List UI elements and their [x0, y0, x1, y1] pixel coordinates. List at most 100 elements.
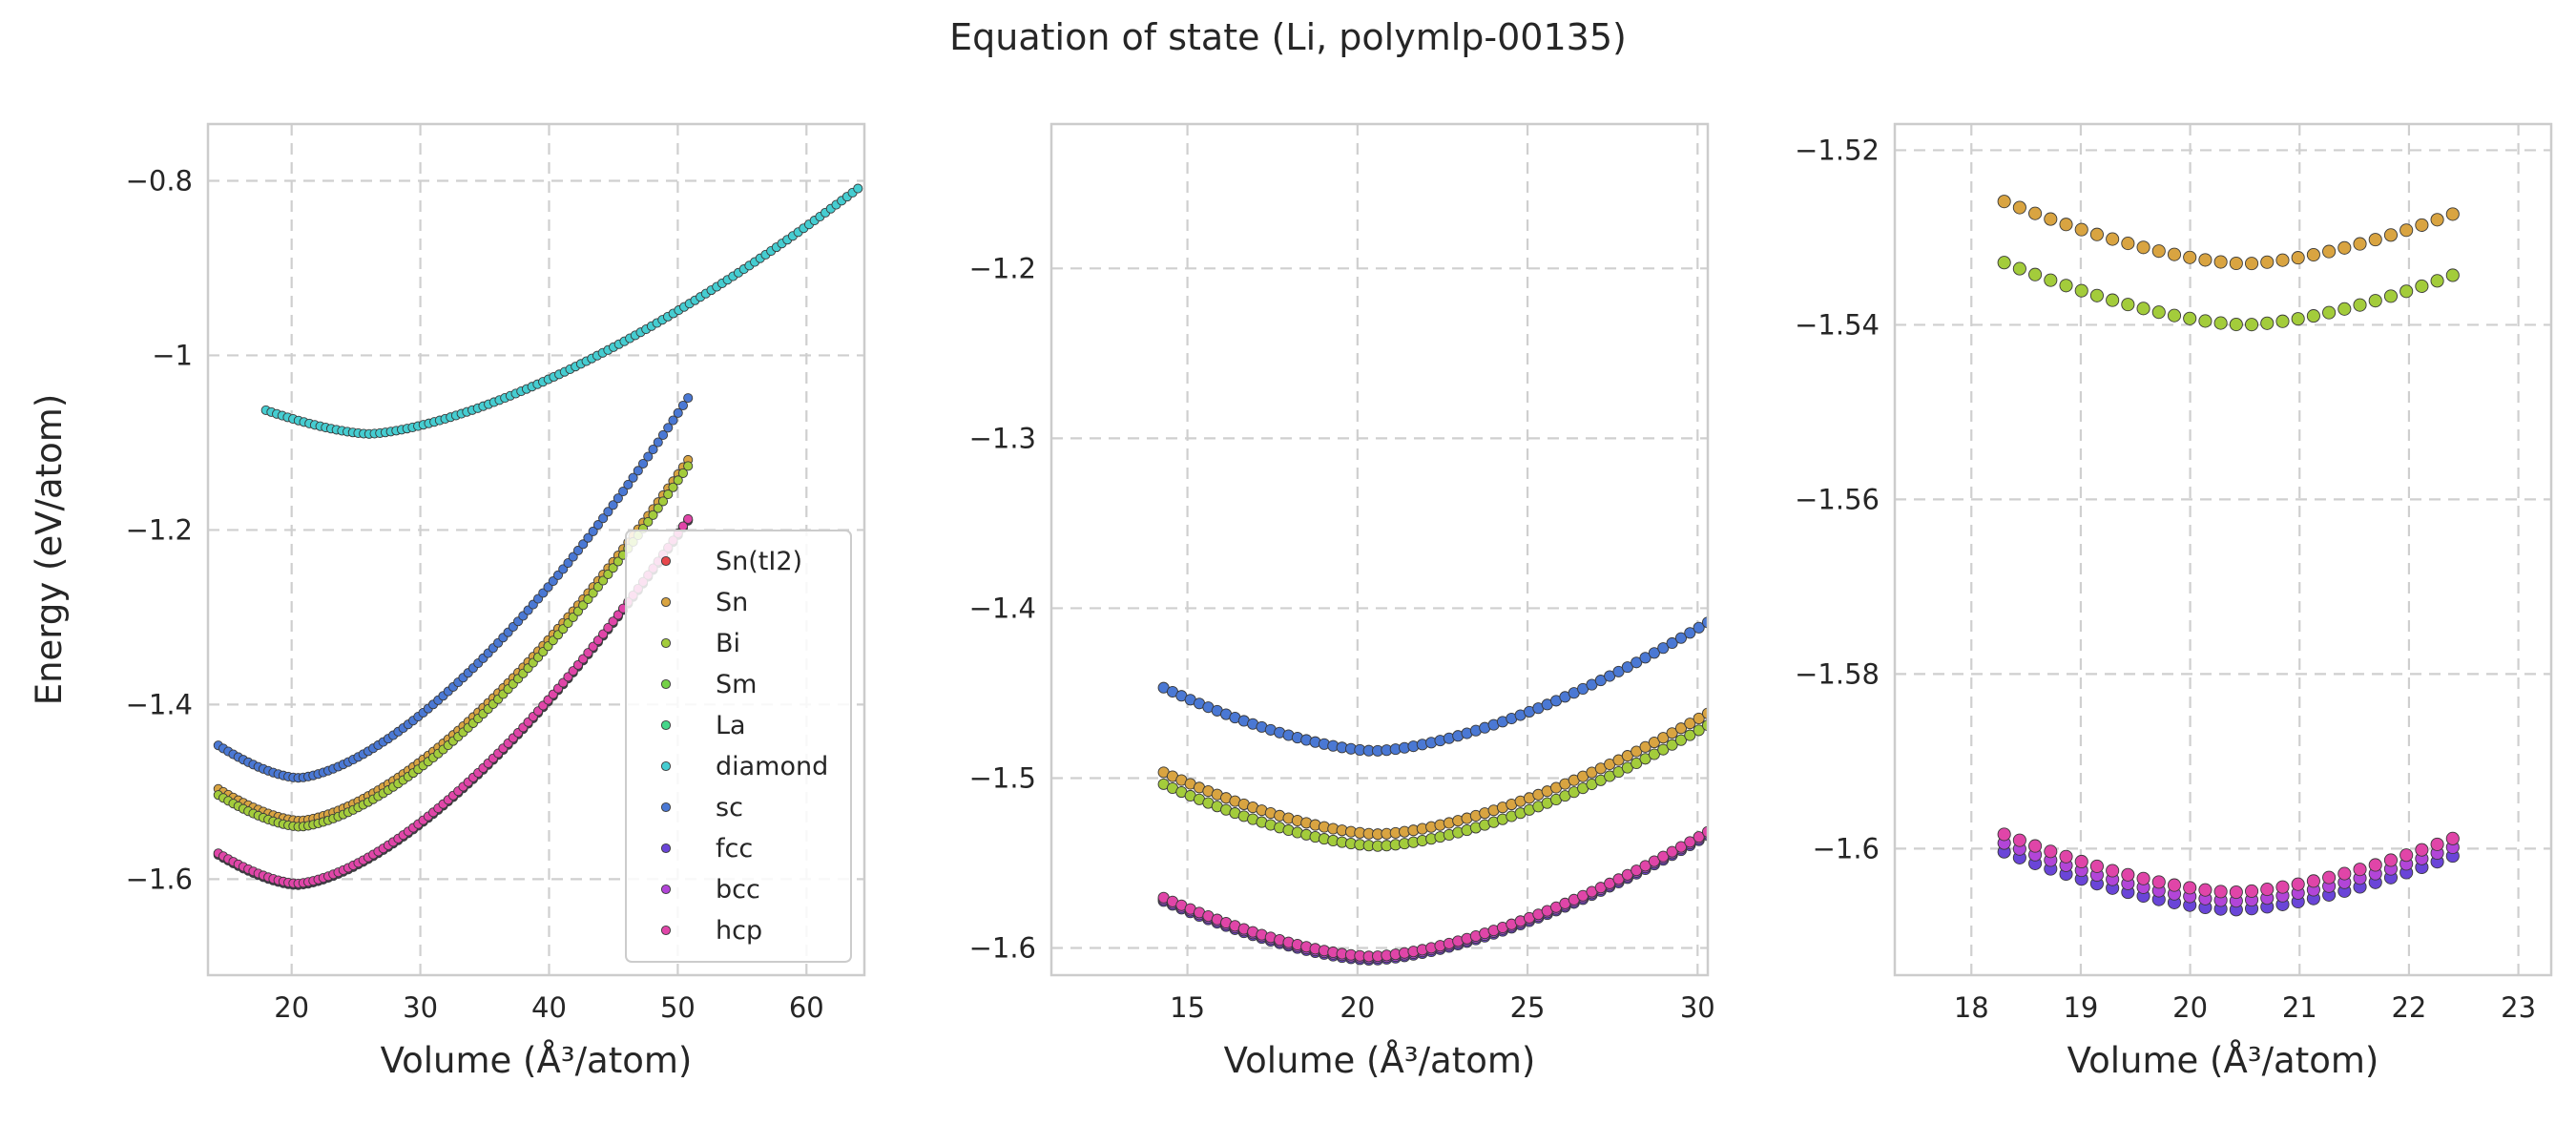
data-point — [1674, 722, 1687, 735]
data-point — [2136, 871, 2150, 885]
x-tick-label: 30 — [1680, 991, 1715, 1024]
data-point — [2167, 247, 2182, 261]
data-point — [1621, 661, 1633, 674]
data-point — [2121, 237, 2135, 251]
y-tick-label: −1 — [152, 339, 193, 371]
legend-entry: Bi — [716, 629, 740, 658]
data-point — [598, 513, 609, 524]
data-point — [2183, 881, 2197, 895]
x-axis-label: Volume (Å³/atom) — [381, 1039, 693, 1081]
legend-entry: fcc — [716, 834, 753, 864]
subplot-3: 18 19 20 21 22 23 −1.6 −1.58 −1.56 −1.54 −1.52 Volu… — [1795, 122, 2553, 1081]
data-point — [2445, 831, 2460, 845]
data-point — [2383, 853, 2399, 867]
data-point — [2399, 848, 2414, 863]
data-point — [603, 622, 613, 633]
data-point — [613, 556, 623, 567]
data-point — [2337, 866, 2352, 881]
y-tick-label: −1.56 — [1795, 483, 1880, 515]
series-sc — [213, 393, 694, 783]
data-point — [1639, 652, 1652, 664]
data-point — [608, 563, 618, 573]
data-point — [2106, 864, 2120, 878]
data-point — [583, 593, 593, 605]
data-point — [1639, 740, 1652, 753]
data-point — [2167, 878, 2182, 892]
data-point — [2306, 874, 2320, 888]
x-tick-label: 18 — [1954, 991, 1989, 1024]
data-point — [1997, 195, 2011, 209]
markers — [1157, 616, 1708, 966]
plot-frame — [1049, 122, 1710, 977]
y-tick-label: −1.4 — [969, 592, 1036, 624]
data-point — [2306, 309, 2320, 323]
data-point — [1693, 724, 1705, 737]
legend-entry: diamond — [716, 752, 828, 781]
data-point — [568, 552, 578, 562]
data-point — [2322, 870, 2337, 885]
data-point — [2106, 232, 2120, 246]
data-point — [1684, 718, 1696, 730]
series-Sn — [1997, 195, 2460, 271]
data-point — [2445, 268, 2460, 282]
data-point — [1639, 753, 1652, 765]
y-tick-label: −1.54 — [1795, 308, 1880, 341]
data-point — [1674, 841, 1687, 853]
data-point — [2059, 279, 2073, 293]
data-point — [1648, 736, 1660, 749]
data-point — [1657, 850, 1670, 863]
data-point — [2275, 880, 2290, 894]
x-tick-label: 25 — [1510, 991, 1546, 1024]
data-point — [613, 610, 623, 620]
data-point — [618, 487, 629, 497]
legend-marker — [660, 596, 672, 608]
data-point — [598, 629, 609, 639]
y-tick-label: −1.6 — [126, 863, 193, 895]
data-point — [2151, 875, 2166, 889]
data-point — [1997, 256, 2011, 270]
data-point — [2275, 253, 2290, 267]
data-point — [663, 489, 674, 500]
legend-entry: sc — [716, 793, 743, 822]
data-point — [2167, 308, 2182, 323]
legend-marker — [660, 760, 672, 772]
data-point — [603, 507, 613, 517]
data-point — [623, 479, 634, 489]
legend-entry: hcp — [716, 916, 762, 946]
data-point — [2044, 844, 2058, 859]
data-point — [677, 468, 688, 478]
data-point — [2353, 863, 2367, 877]
data-point — [588, 526, 598, 536]
data-point — [628, 472, 638, 483]
data-point — [2121, 867, 2135, 882]
y-tick-label: −1.2 — [969, 252, 1036, 284]
data-point — [608, 616, 618, 627]
data-point — [1684, 836, 1696, 848]
data-point — [592, 635, 603, 646]
series-Sn — [213, 454, 694, 826]
data-point — [2260, 255, 2275, 269]
data-point — [2074, 283, 2088, 298]
data-point — [2415, 279, 2429, 293]
y-tick-label: −1.52 — [1795, 134, 1880, 166]
data-point — [2136, 240, 2150, 255]
data-point — [583, 648, 593, 658]
series-fcc — [213, 515, 694, 890]
data-point — [592, 520, 603, 531]
data-point — [2059, 218, 2073, 232]
data-point — [2368, 858, 2382, 872]
data-point — [663, 423, 674, 433]
data-point — [1657, 642, 1670, 655]
data-point — [637, 458, 649, 469]
data-point — [2089, 227, 2104, 241]
data-point — [572, 545, 583, 556]
data-point — [583, 532, 593, 543]
data-point — [1693, 831, 1705, 843]
data-point — [648, 445, 658, 455]
data-point — [2291, 312, 2305, 326]
series-hcp — [1157, 825, 1708, 963]
legend-marker — [660, 555, 672, 567]
data-point — [643, 516, 654, 527]
data-point — [2136, 302, 2150, 316]
data-point — [2430, 213, 2444, 227]
